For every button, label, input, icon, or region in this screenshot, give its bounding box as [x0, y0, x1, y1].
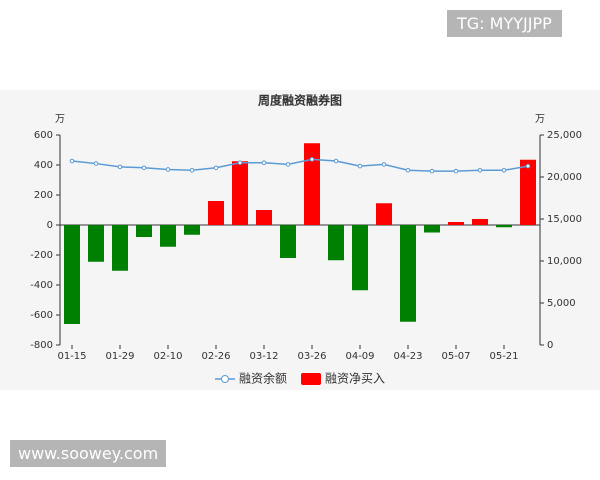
bar [376, 203, 392, 225]
legend-swatch [301, 373, 322, 385]
bar [520, 159, 536, 225]
x-tick-label: 02-10 [153, 351, 182, 362]
line-point [501, 167, 507, 173]
x-tick-label: 03-12 [249, 351, 278, 362]
y-tick-label: 400 [34, 160, 53, 171]
bar [328, 225, 344, 261]
bar [136, 225, 152, 237]
y-tick-label: -200 [30, 250, 53, 261]
chart-title: 周度融资融券图 [258, 93, 342, 108]
bar [256, 210, 272, 225]
y-tick-label: -800 [30, 340, 53, 351]
legend-label: 融资净买入 [325, 372, 385, 386]
line-point [237, 160, 243, 166]
y-tick-label: 600 [34, 130, 53, 141]
line-point [213, 165, 219, 171]
y-tick-label: -600 [30, 310, 53, 321]
x-tick-label: 02-26 [201, 351, 230, 362]
line-point [381, 162, 387, 167]
line-point [117, 164, 123, 170]
line-point [429, 168, 435, 174]
bar [160, 225, 176, 247]
bar [496, 225, 512, 228]
line-point [333, 158, 339, 164]
line-point [309, 157, 315, 162]
x-tick-label: 03-26 [297, 351, 326, 362]
y-tick-label: 200 [34, 190, 53, 201]
watermark: TG: MYYJJPP [447, 10, 562, 37]
y2-axis-unit: 万 [535, 114, 545, 125]
bar [112, 225, 128, 271]
line-point [477, 167, 483, 173]
bar [400, 225, 416, 322]
bar [304, 143, 320, 225]
x-tick-label: 01-15 [57, 351, 86, 362]
line-point [189, 167, 195, 173]
x-tick-label: 05-07 [441, 351, 470, 362]
line-point [405, 167, 411, 173]
bar [352, 225, 368, 291]
y-tick-label: 0 [47, 220, 53, 231]
line-point [453, 168, 459, 174]
y-axis-unit: 万 [55, 114, 65, 125]
bar [88, 225, 104, 262]
line-point [261, 160, 267, 166]
line-point [285, 162, 291, 167]
x-tick-label: 01-29 [105, 351, 134, 362]
line-point [141, 165, 147, 171]
x-tick-label: 04-23 [393, 351, 422, 362]
bar [280, 225, 296, 258]
bar [232, 161, 248, 225]
watermark: www.soowey.com [10, 440, 167, 467]
y2-tick-label: 0 [547, 340, 553, 351]
y2-tick-label: 10,000 [547, 256, 582, 267]
x-tick-label: 04-09 [345, 351, 374, 362]
y2-tick-label: 5,000 [547, 298, 576, 309]
bar [472, 219, 488, 225]
bar [64, 225, 80, 324]
line-point [69, 158, 75, 164]
legend-swatch [221, 375, 229, 383]
line-point [165, 167, 171, 172]
bar [208, 201, 224, 225]
bar [184, 225, 200, 235]
y-tick-label: -400 [30, 280, 53, 291]
x-tick-label: 05-21 [489, 351, 518, 362]
line-point [525, 163, 531, 169]
legend-label: 融资余额 [239, 371, 287, 386]
bar [448, 222, 464, 225]
line-point [93, 161, 99, 166]
bar [424, 225, 440, 233]
line-point [357, 163, 363, 169]
y2-tick-label: 15,000 [547, 214, 582, 225]
y2-tick-label: 25,000 [547, 130, 582, 141]
line [71, 158, 529, 172]
y2-tick-label: 20,000 [547, 172, 582, 183]
